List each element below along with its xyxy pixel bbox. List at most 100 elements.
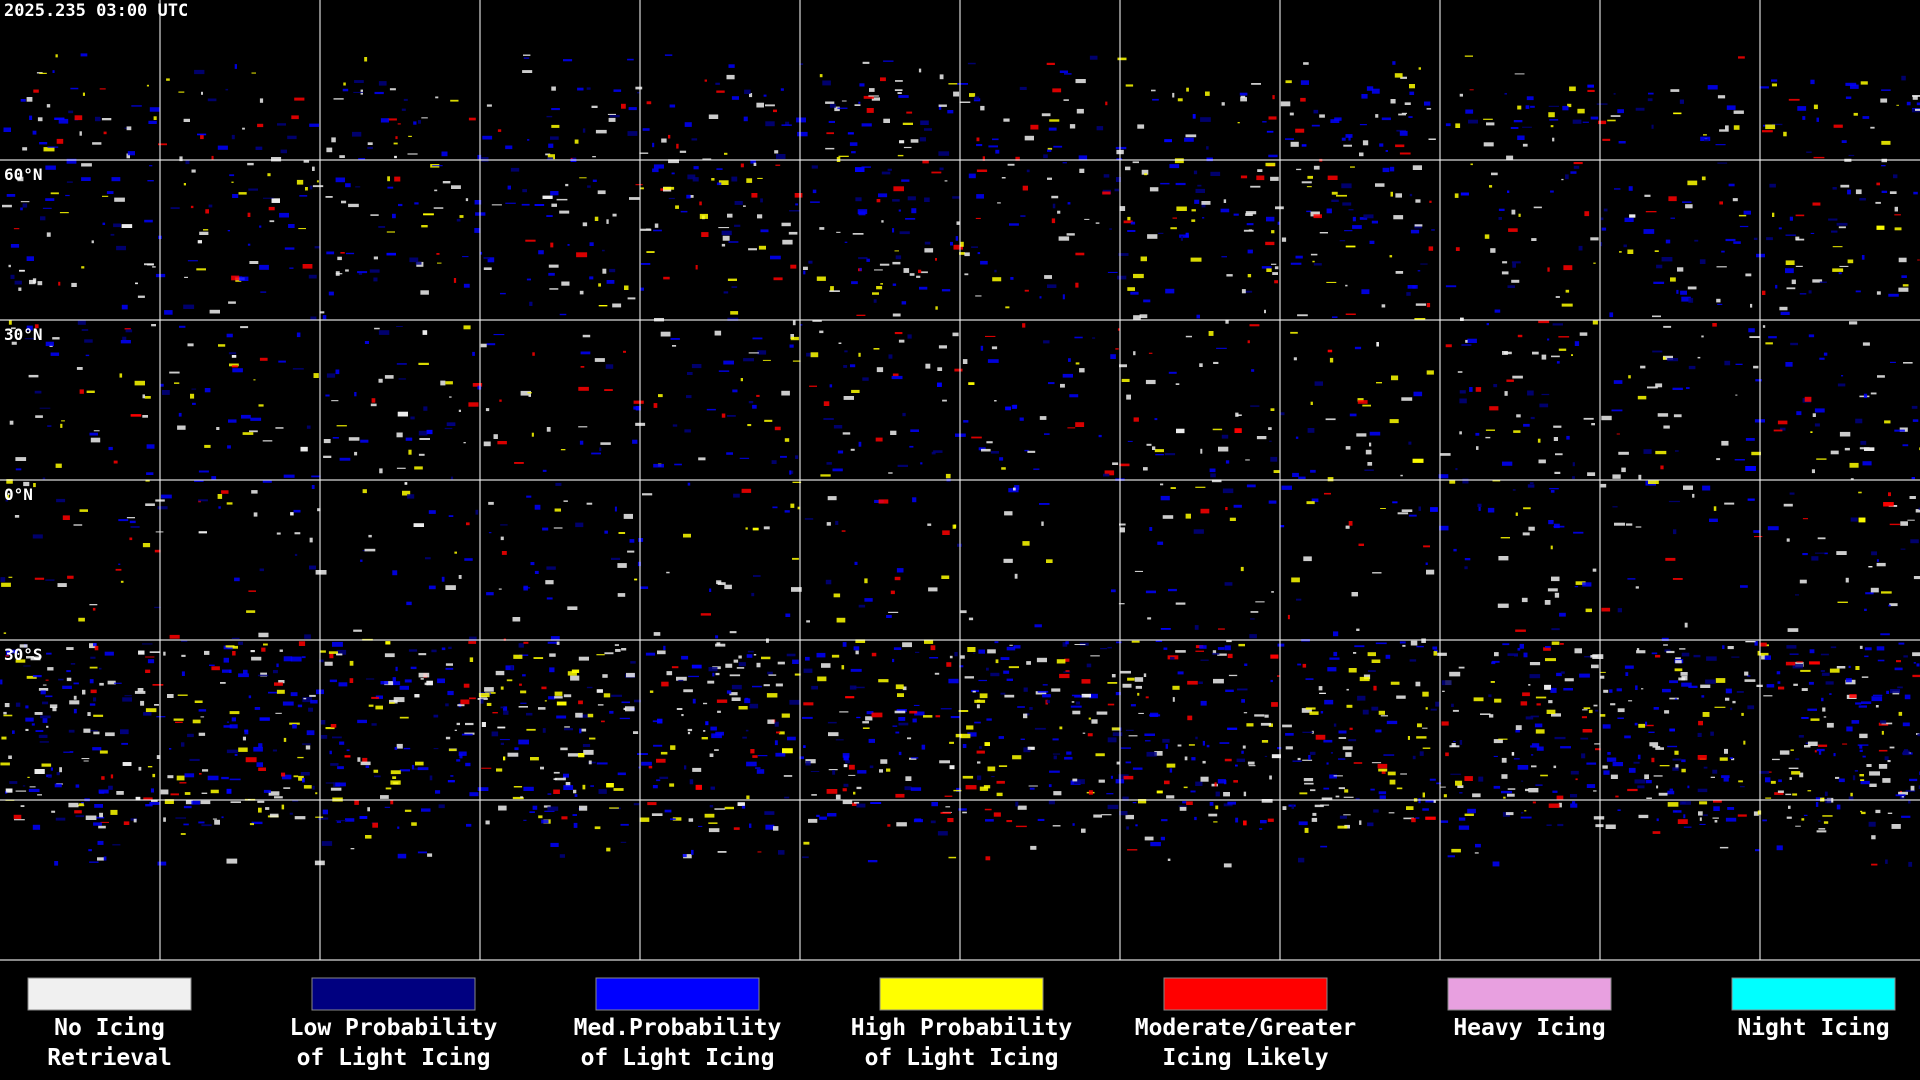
- icing-pixel: [914, 711, 925, 716]
- icing-pixel: [1338, 737, 1347, 739]
- icing-pixel: [1401, 112, 1407, 115]
- icing-pixel: [1675, 660, 1682, 664]
- icing-pixel: [700, 613, 711, 616]
- icing-pixel: [609, 710, 614, 714]
- icing-pixel: [396, 363, 407, 365]
- icing-pixel: [1185, 335, 1192, 338]
- icing-pixel: [1688, 685, 1698, 688]
- icing-pixel: [553, 789, 560, 794]
- icing-pixel: [433, 714, 439, 718]
- icing-pixel: [1841, 375, 1844, 377]
- icing-pixel: [309, 565, 316, 570]
- icing-pixel: [890, 430, 897, 435]
- icing-pixel: [1553, 525, 1565, 528]
- icing-pixel: [653, 164, 664, 169]
- icing-pixel: [1685, 204, 1693, 209]
- icing-pixel: [259, 717, 270, 721]
- icing-pixel: [873, 299, 877, 303]
- icing-pixel: [1712, 769, 1718, 774]
- icing-pixel: [216, 427, 220, 430]
- icing-pixel: [194, 700, 203, 703]
- icing-pixel: [341, 200, 347, 204]
- icing-pixel: [626, 672, 635, 678]
- icing-pixel: [1376, 382, 1382, 384]
- icing-pixel: [1670, 89, 1680, 92]
- icing-pixel: [1780, 311, 1790, 315]
- icing-pixel: [903, 146, 912, 149]
- icing-pixel: [407, 494, 415, 499]
- icing-pixel: [589, 276, 594, 280]
- icing-pixel: [352, 131, 362, 137]
- icing-pixel: [774, 740, 778, 746]
- icing-pixel: [220, 682, 226, 684]
- icing-pixel: [952, 196, 961, 199]
- icing-pixel: [249, 430, 258, 433]
- icing-pixel: [1243, 229, 1254, 232]
- icing-pixel: [1371, 220, 1378, 224]
- icing-pixel: [445, 381, 453, 385]
- icing-pixel: [991, 776, 995, 778]
- icing-pixel: [1795, 758, 1800, 760]
- icing-pixel: [1573, 165, 1580, 169]
- icing-pixel: [994, 400, 997, 402]
- icing-pixel: [1389, 166, 1395, 172]
- icing-pixel: [732, 389, 738, 393]
- icing-pixel: [1556, 361, 1560, 364]
- icing-pixel: [127, 151, 135, 156]
- icing-pixel: [1833, 753, 1836, 757]
- icing-pixel: [96, 816, 105, 819]
- icing-pixel: [559, 313, 567, 316]
- icing-pixel: [776, 154, 786, 159]
- icing-pixel: [395, 136, 398, 140]
- icing-pixel: [1762, 290, 1766, 295]
- icing-pixel: [156, 716, 166, 718]
- icing-pixel: [547, 157, 554, 160]
- icing-pixel: [1586, 784, 1596, 788]
- icing-pixel: [1552, 323, 1563, 326]
- icing-pixel: [625, 706, 635, 712]
- icing-pixel: [22, 147, 28, 151]
- icing-pixel: [1221, 256, 1227, 258]
- icing-pixel: [1206, 744, 1210, 748]
- icing-pixel: [763, 94, 767, 97]
- icing-pixel: [399, 769, 410, 772]
- icing-pixel: [1042, 684, 1048, 686]
- icing-pixel: [1876, 291, 1881, 295]
- icing-pixel: [1547, 338, 1550, 341]
- icing-pixel: [740, 378, 743, 382]
- icing-pixel: [290, 656, 302, 662]
- icing-pixel: [478, 693, 490, 698]
- icing-pixel: [354, 800, 359, 805]
- icing-pixel: [960, 610, 967, 614]
- icing-pixel: [1916, 663, 1920, 667]
- icing-pixel: [1653, 775, 1663, 777]
- icing-pixel: [1494, 698, 1502, 703]
- icing-pixel: [1553, 425, 1562, 428]
- icing-pixel: [1745, 273, 1752, 277]
- icing-pixel: [1894, 206, 1898, 212]
- legend-label: Night Icing: [1737, 1015, 1889, 1041]
- icing-pixel: [1609, 312, 1614, 318]
- icing-pixel: [1266, 216, 1275, 222]
- icing-pixel: [605, 364, 614, 369]
- icing-pixel: [785, 121, 790, 125]
- icing-pixel: [1273, 470, 1280, 473]
- icing-pixel: [1433, 800, 1436, 803]
- icing-pixel: [385, 641, 391, 645]
- icing-pixel: [1908, 861, 1913, 867]
- icing-pixel: [465, 198, 469, 202]
- icing-pixel: [1881, 730, 1884, 735]
- icing-pixel: [556, 715, 567, 719]
- icing-pixel: [911, 757, 919, 759]
- icing-pixel: [1005, 306, 1010, 309]
- icing-pixel: [1814, 750, 1817, 753]
- icing-pixel: [1319, 232, 1328, 234]
- icing-pixel: [1590, 237, 1599, 241]
- icing-pixel: [1012, 755, 1022, 760]
- icing-pixel: [897, 464, 908, 467]
- icing-pixel: [1415, 303, 1427, 306]
- icing-pixel: [905, 218, 916, 220]
- icing-pixel: [47, 146, 59, 148]
- icing-pixel: [1392, 501, 1398, 504]
- icing-pixel: [835, 794, 841, 800]
